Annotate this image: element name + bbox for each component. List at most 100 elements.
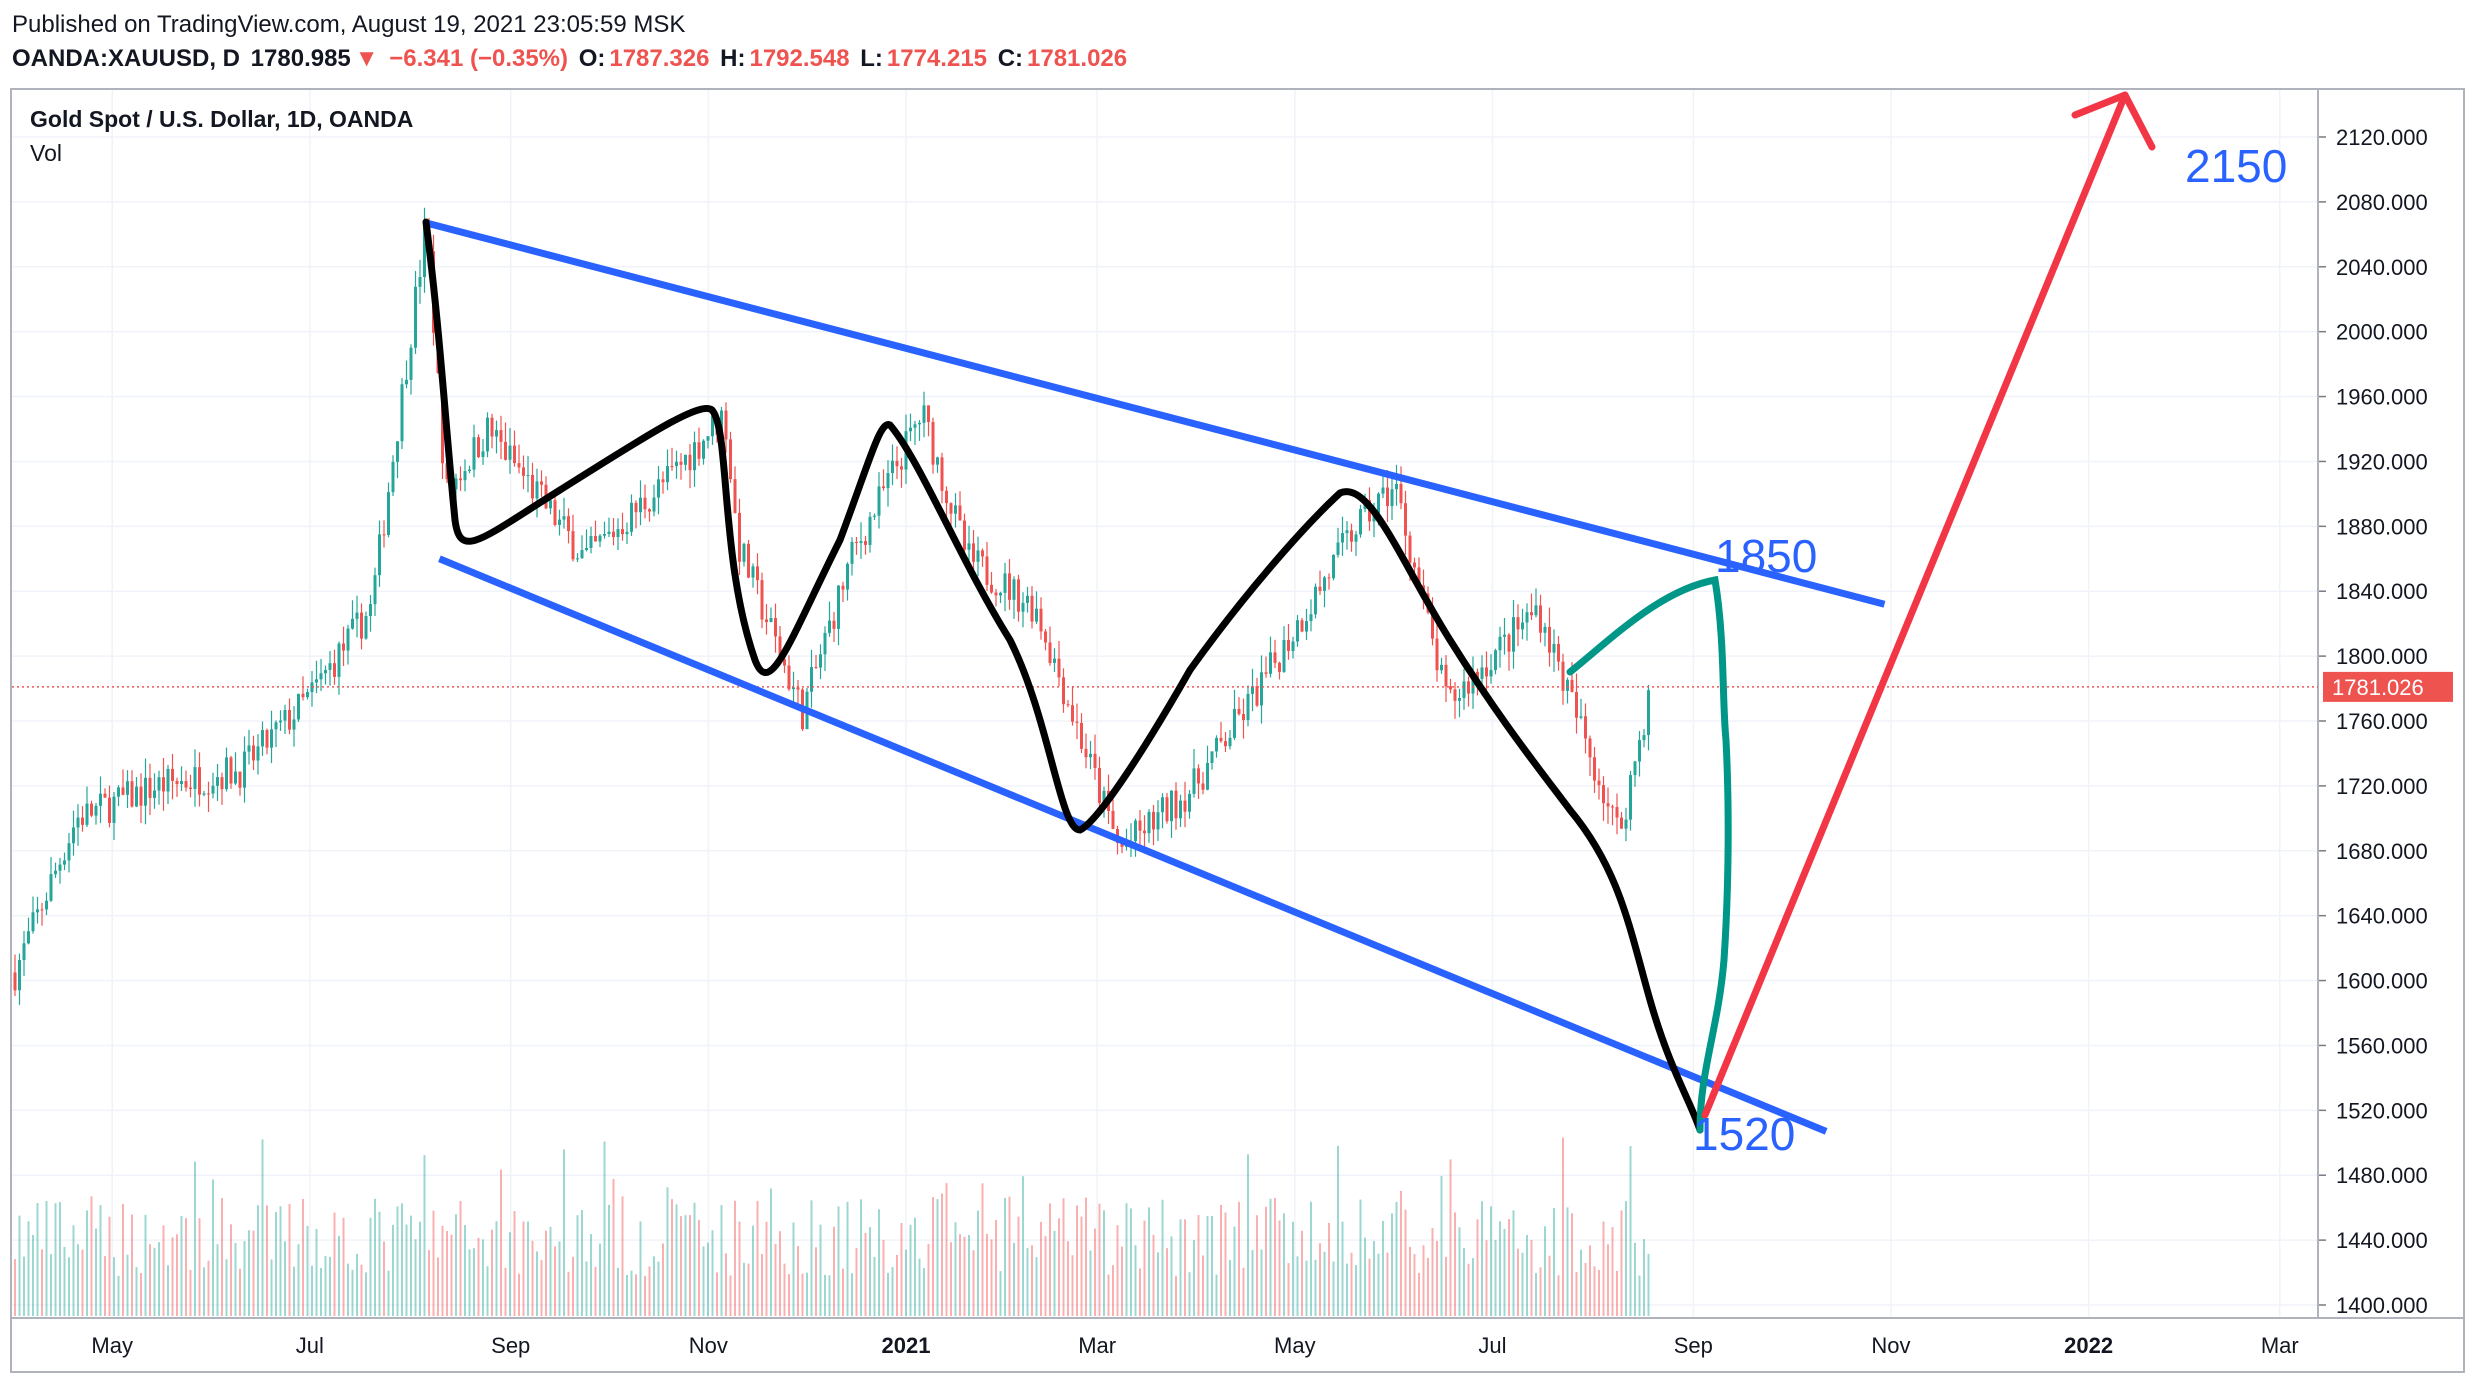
volume-bar bbox=[473, 1248, 475, 1316]
candle-body bbox=[1282, 639, 1286, 672]
candle-body bbox=[580, 550, 584, 559]
candle-body bbox=[1039, 608, 1043, 632]
volume-bar bbox=[167, 1265, 169, 1316]
volume-bar bbox=[1103, 1210, 1105, 1316]
candle-body bbox=[1269, 652, 1272, 674]
candle-body bbox=[1188, 793, 1191, 812]
candle-body bbox=[1552, 643, 1556, 653]
candle-body bbox=[778, 636, 782, 660]
candle-body bbox=[117, 787, 120, 797]
candle-body bbox=[252, 745, 255, 761]
candle-body bbox=[1386, 487, 1389, 507]
candle-body bbox=[1273, 652, 1277, 663]
volume-bar bbox=[302, 1199, 304, 1316]
volume-bar bbox=[1404, 1209, 1407, 1316]
time-tick-label: Jul bbox=[1478, 1333, 1506, 1358]
candle-body bbox=[1296, 620, 1299, 642]
volume-bar bbox=[869, 1227, 871, 1316]
candle-body bbox=[940, 457, 944, 491]
volume-bar bbox=[819, 1224, 822, 1316]
candle-body bbox=[1444, 664, 1448, 687]
candle-body bbox=[724, 410, 728, 440]
candle-body bbox=[1575, 691, 1578, 718]
volume-bar bbox=[176, 1234, 178, 1316]
candle-body bbox=[108, 797, 111, 823]
volume-bar bbox=[239, 1268, 241, 1316]
price-tick-label: 2000.000 bbox=[2336, 320, 2428, 345]
volume-bar bbox=[1098, 1203, 1101, 1316]
candle-body bbox=[1134, 820, 1137, 842]
volume-bar bbox=[707, 1242, 709, 1316]
candle-body bbox=[180, 781, 183, 785]
candle-body bbox=[405, 379, 408, 385]
candle-body bbox=[1003, 573, 1007, 593]
volume-bar bbox=[999, 1271, 1002, 1316]
volume-bar bbox=[1305, 1260, 1308, 1316]
volume-bar bbox=[36, 1203, 39, 1316]
volume-bar bbox=[306, 1225, 309, 1316]
volume-bar bbox=[1332, 1261, 1335, 1316]
volume-bar bbox=[779, 1231, 781, 1316]
volume-bar bbox=[1247, 1154, 1249, 1316]
volume-bar bbox=[1616, 1270, 1618, 1316]
volume-bar bbox=[1202, 1255, 1204, 1316]
volume-bar bbox=[828, 1275, 831, 1316]
candle-body bbox=[1035, 608, 1038, 622]
volume-bar bbox=[459, 1200, 462, 1316]
candle-body bbox=[702, 440, 705, 459]
volume-bar bbox=[1310, 1201, 1312, 1316]
candle-body bbox=[1413, 562, 1416, 568]
candle-body bbox=[522, 467, 525, 476]
volume-bar bbox=[752, 1225, 754, 1316]
candle-body bbox=[333, 663, 336, 677]
price-tick-label: 2040.000 bbox=[2336, 255, 2428, 280]
down-arrow-icon: ▼ bbox=[354, 45, 379, 72]
candle-body bbox=[1017, 579, 1020, 612]
candle-body bbox=[526, 474, 530, 476]
volume-bar bbox=[1193, 1240, 1195, 1316]
volume-bar bbox=[1107, 1274, 1110, 1316]
volume-bar bbox=[743, 1262, 745, 1316]
volume-bar bbox=[1139, 1268, 1141, 1316]
volume-bar bbox=[711, 1230, 714, 1316]
volume-bar bbox=[41, 1249, 43, 1316]
candle-body bbox=[355, 612, 359, 619]
volume-bar bbox=[1067, 1241, 1069, 1316]
volume-bar bbox=[1188, 1272, 1191, 1316]
candle-body bbox=[1345, 530, 1349, 534]
volume-bar bbox=[347, 1263, 349, 1316]
candle-body bbox=[1476, 671, 1479, 679]
volume-bar bbox=[279, 1206, 282, 1316]
candle-body bbox=[1066, 704, 1070, 706]
volume-bar bbox=[590, 1234, 592, 1316]
candle-body bbox=[1174, 790, 1178, 819]
candle-body bbox=[688, 454, 692, 471]
volume-bar bbox=[378, 1211, 381, 1316]
volume-bar bbox=[1058, 1218, 1060, 1316]
volume-bar bbox=[1026, 1248, 1029, 1316]
volume-bar bbox=[594, 1266, 597, 1316]
candle-body bbox=[1350, 530, 1353, 542]
candle-body bbox=[990, 584, 993, 593]
candle-body bbox=[1602, 785, 1605, 804]
candle-body bbox=[796, 687, 800, 690]
volume-bar bbox=[1328, 1222, 1330, 1316]
volume-bar bbox=[1017, 1216, 1020, 1316]
candle-body bbox=[1233, 708, 1236, 738]
candle-body bbox=[67, 843, 71, 861]
candle-body bbox=[1138, 820, 1142, 831]
volume-bar bbox=[1197, 1215, 1200, 1316]
candle-body bbox=[958, 505, 962, 521]
volume-bar bbox=[1562, 1137, 1564, 1316]
volume-bar bbox=[873, 1256, 876, 1316]
volume-bar bbox=[333, 1212, 336, 1316]
candle-body bbox=[234, 771, 237, 784]
candle-body bbox=[1431, 612, 1434, 639]
candle-body bbox=[112, 796, 116, 823]
volume-bar bbox=[189, 1269, 192, 1316]
candle-body bbox=[1080, 722, 1083, 749]
volume-bar bbox=[225, 1259, 228, 1316]
volume-bar bbox=[891, 1266, 894, 1316]
candle-body bbox=[1309, 614, 1313, 622]
